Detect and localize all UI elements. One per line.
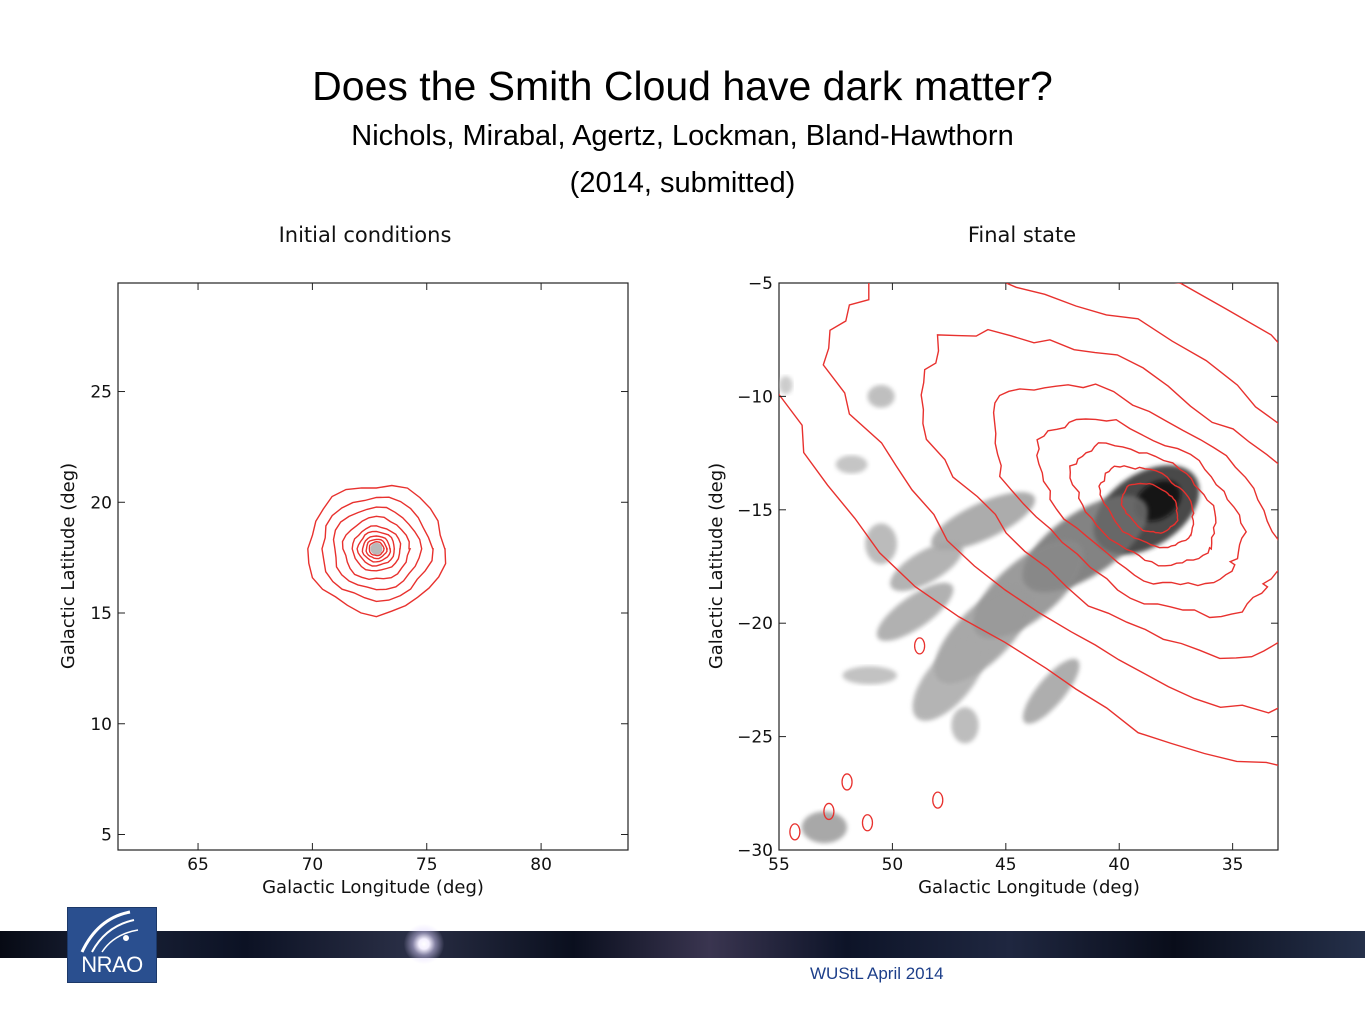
contour-line: [779, 283, 1278, 767]
y-tick-label: −30: [737, 841, 773, 861]
x-tick-label: 80: [530, 855, 552, 875]
gas-clump: [912, 638, 986, 721]
gas-clump: [801, 811, 848, 844]
contour-speck: [789, 823, 801, 841]
left-ticks: 65 70 75 80 5 10 15 20 25: [90, 283, 628, 875]
x-tick-label: 65: [187, 855, 209, 875]
gas-clump: [867, 385, 895, 408]
contour-line: [920, 328, 1278, 660]
contour-line: [1098, 465, 1195, 549]
contour-line: [351, 525, 402, 572]
right-x-axis-label: Galactic Longitude (deg): [918, 877, 1140, 898]
contour-line: [822, 283, 1278, 714]
gas-clump: [890, 541, 963, 592]
y-tick-label: −25: [737, 728, 773, 748]
contour-line: [321, 496, 434, 603]
gas-clump: [931, 492, 1036, 551]
right-ticks: 55 50 45 40 35 −5 −10 −15 −20 −25 −30: [737, 274, 1278, 875]
logo-label: NRAO: [81, 952, 143, 977]
left-contour-group: [307, 484, 447, 618]
left-x-axis-label: Galactic Longitude (deg): [262, 877, 484, 898]
x-tick-label: 55: [768, 855, 790, 875]
gas-clump: [1022, 658, 1080, 724]
y-tick-label: 10: [90, 715, 112, 735]
y-tick-label: −20: [737, 614, 773, 634]
contour-speck: [913, 637, 926, 655]
right-plot-content: [779, 283, 1278, 844]
contour-line: [356, 530, 396, 567]
footer-galaxy-band: [0, 931, 1365, 958]
gas-clump: [842, 666, 897, 685]
slide-title: Does the Smith Cloud have dark matter?: [312, 63, 1053, 109]
contour-speck: [932, 791, 944, 809]
contour-line: [992, 383, 1278, 619]
left-y-axis-label: Galactic Latitude (deg): [58, 463, 79, 669]
contour-speck: [823, 802, 835, 821]
left-plot-frame: [117, 282, 629, 851]
contour-line: [1069, 442, 1217, 567]
contour-line: [365, 538, 389, 560]
right-panel-title: Final state: [968, 223, 1076, 247]
gas-clump: [835, 455, 868, 474]
gas-clump: [779, 375, 793, 395]
x-tick-label: 40: [1108, 855, 1130, 875]
contour-line: [307, 484, 447, 618]
contour-line: [1036, 418, 1248, 587]
slide-authors: Nichols, Mirabal, Agertz, Lockman, Bland…: [351, 120, 1014, 152]
gas-clump: [951, 707, 979, 744]
contour-line: [368, 540, 385, 557]
contour-speck: [841, 773, 853, 791]
y-tick-label: 25: [90, 383, 112, 403]
y-tick-label: −5: [748, 274, 773, 294]
slide-citation: (2014, submitted): [569, 167, 796, 199]
x-tick-label: 45: [995, 855, 1017, 875]
contour-speck: [861, 814, 874, 832]
bright-star-glow: [404, 924, 444, 964]
y-tick-label: 15: [90, 604, 112, 624]
right-y-axis-label: Galactic Latitude (deg): [706, 463, 727, 669]
contour-line: [1120, 482, 1179, 534]
cloud-core: [370, 542, 383, 555]
y-tick-label: 5: [101, 825, 112, 845]
y-tick-label: −15: [737, 501, 773, 521]
x-tick-label: 50: [882, 855, 904, 875]
gas-clump: [865, 523, 897, 565]
contour-line: [361, 535, 392, 563]
footer-date: WUStL April 2014: [810, 964, 944, 983]
initial-conditions-panel: Initial conditions 65 70 75 80 5 10 15 20 25 Gal…: [58, 223, 629, 898]
right-contour-group: [779, 283, 1278, 841]
nrao-logo: NRAO: [67, 907, 157, 983]
y-tick-label: 20: [90, 493, 112, 513]
x-tick-label: 70: [302, 855, 324, 875]
gas-grayscale-map: [779, 375, 1200, 844]
left-panel-title: Initial conditions: [279, 223, 452, 247]
radio-dish-icon: [80, 910, 139, 953]
y-tick-label: −10: [737, 387, 773, 407]
contour-line: [341, 515, 412, 581]
contour-line: [332, 506, 423, 591]
x-tick-label: 75: [416, 855, 438, 875]
final-state-panel: Final state 55 50 45 40 35−5−10−15−20−25−30 …: [706, 223, 1279, 898]
gas-clump: [876, 582, 954, 641]
x-tick-label: 35: [1222, 855, 1244, 875]
